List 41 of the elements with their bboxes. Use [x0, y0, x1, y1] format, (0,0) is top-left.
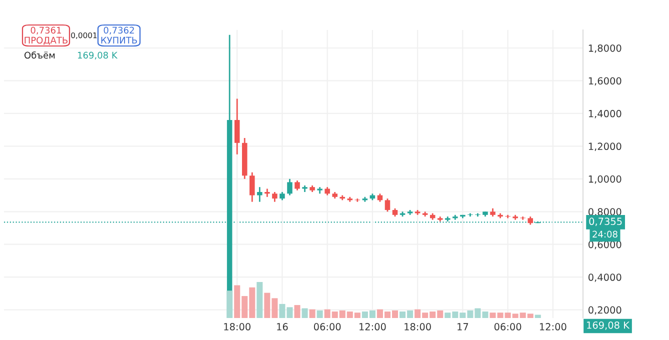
- annotation: 169,08 K: [78, 52, 118, 60]
- candlestick: [234, 98, 240, 156]
- annotation: КУПИТЬ: [101, 36, 137, 44]
- x-tick-label: 12:00: [540, 323, 566, 330]
- y-tick-label: 1,2000: [588, 142, 622, 152]
- x-tick-label: 06:00: [494, 323, 522, 330]
- x-tick-label: 17: [458, 323, 468, 330]
- y-tick-label: 1,6000: [588, 77, 622, 86]
- y-tick-label: 0,4000: [588, 274, 622, 282]
- bar: [534, 314, 541, 318]
- x-tick-label: 18:00: [224, 323, 250, 330]
- x-tick-label: 16: [277, 323, 288, 330]
- x-tick-label: 06:00: [314, 323, 341, 330]
- x-tick-label: 12:00: [360, 323, 386, 330]
- text: 169,08 K: [587, 321, 630, 330]
- bar: [226, 290, 233, 318]
- ref-line-label: 0,7355: [589, 218, 622, 226]
- text: 24:08: [592, 230, 618, 238]
- annotation: ПРОДАТЬ: [24, 36, 68, 45]
- bar: [302, 308, 308, 318]
- candlestick: [250, 172, 255, 203]
- y-tick-label: 0,2000: [588, 306, 622, 315]
- candlestick: [257, 186, 262, 203]
- y-tick-label: 1,0000: [588, 175, 622, 184]
- annotation: 0,7362: [104, 26, 134, 35]
- candlestick: [287, 178, 292, 196]
- x-tick-label: 18:00: [404, 323, 431, 330]
- annotation: 0,7361: [30, 26, 61, 35]
- bar: [316, 310, 323, 318]
- candlestick: [272, 191, 278, 203]
- y-tick-label: 1,8000: [588, 44, 622, 53]
- candlestick: [294, 180, 300, 192]
- bar: [309, 309, 316, 318]
- bar: [256, 282, 263, 318]
- annotation: Объём: [24, 51, 55, 59]
- candlestick: [520, 216, 526, 221]
- y-tick-label: 1,4000: [588, 110, 622, 118]
- bar: [294, 305, 300, 318]
- candlestick: [384, 198, 390, 212]
- candlestick: [264, 188, 270, 198]
- candlestick: [354, 198, 360, 203]
